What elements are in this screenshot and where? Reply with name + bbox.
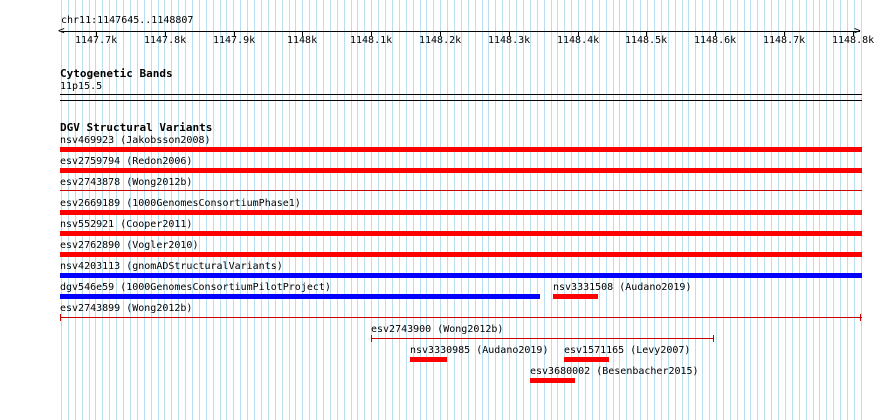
ruler-tick-mark <box>784 31 785 36</box>
ruler-tick-mark <box>646 31 647 36</box>
ruler-tick-label: 1148k <box>287 35 318 46</box>
dgv-feature-label[interactable]: esv1571165 (Levy2007) <box>564 345 691 356</box>
dgv-feature-bar[interactable] <box>553 294 598 299</box>
dgv-feature-end-tick <box>60 314 61 321</box>
dgv-feature-bar[interactable] <box>60 168 862 173</box>
dgv-feature-end-tick <box>371 335 372 342</box>
dgv-feature-label[interactable]: esv2669189 (1000GenomesConsortiumPhase1) <box>60 198 301 209</box>
ruler-tick-label: 1147.8k <box>144 35 187 46</box>
dgv-feature-label[interactable]: esv2762890 (Vogler2010) <box>60 240 199 251</box>
ruler-position-label: chr11:1147645..1148807 <box>61 15 194 26</box>
dgv-feature-label[interactable]: esv2743899 (Wong2012b) <box>60 303 193 314</box>
dgv-feature-line[interactable] <box>60 190 862 191</box>
dgv-feature-bar[interactable] <box>60 147 862 152</box>
dgv-feature-end-tick <box>860 314 861 321</box>
ruler-tick-label: 1148.5k <box>625 35 668 46</box>
dgv-feature-label[interactable]: nsv469923 (Jakobsson2008) <box>60 135 211 146</box>
ruler-tick-label: 1148.6k <box>694 35 737 46</box>
dgv-feature-bar[interactable] <box>60 231 862 236</box>
ruler-tick-mark <box>853 31 854 36</box>
dgv-feature-label[interactable]: esv2759794 (Redon2006) <box>60 156 193 167</box>
cytoband-label[interactable]: 11p15.5 <box>60 81 103 92</box>
ruler-tick-mark <box>302 31 303 36</box>
ruler-tick-label: 1147.9k <box>213 35 256 46</box>
dgv-feature-bar[interactable] <box>410 357 447 362</box>
dgv-feature-bar[interactable] <box>60 294 540 299</box>
dgv-feature-label[interactable]: esv3680002 (Besenbacher2015) <box>530 366 699 377</box>
cytoband-line-bottom <box>60 100 862 101</box>
ruler-right-arrow-icon: > <box>854 24 861 37</box>
dgv-feature-label[interactable]: nsv3330985 (Audano2019) <box>410 345 549 356</box>
ruler-tick-label: 1147.7k <box>75 35 118 46</box>
ruler-tick-mark <box>234 31 235 36</box>
dgv-feature-label[interactable]: esv2743900 (Wong2012b) <box>371 324 504 335</box>
dgv-feature-label[interactable]: nsv4203113 (gnomADStructuralVariants) <box>60 261 283 272</box>
dgv-feature-end-tick <box>713 335 714 342</box>
ruler-tick-mark <box>165 31 166 36</box>
dgv-feature-bar[interactable] <box>564 357 609 362</box>
cytoband-line-top <box>60 94 862 95</box>
ruler-tick-mark <box>371 31 372 36</box>
ruler-tick-label: 1148.7k <box>763 35 806 46</box>
ruler-left-arrow-icon: < <box>58 24 65 37</box>
ruler-axis-line <box>61 31 860 32</box>
ruler-tick-label: 1148.2k <box>419 35 462 46</box>
dgv-feature-label[interactable]: nsv552921 (Cooper2011) <box>60 219 193 230</box>
ruler-tick-mark <box>509 31 510 36</box>
dgv-feature-line[interactable] <box>371 338 714 339</box>
dgv-feature-bar[interactable] <box>60 210 862 215</box>
ruler-tick-mark <box>715 31 716 36</box>
ruler-tick-mark <box>578 31 579 36</box>
cytobands-track-title[interactable]: Cytogenetic Bands <box>60 67 173 80</box>
ruler-tick-label: 1148.8k <box>832 35 875 46</box>
ruler-tick-label: 1148.4k <box>557 35 600 46</box>
dgv-feature-label[interactable]: dgv546e59 (1000GenomesConsortiumPilotPro… <box>60 282 331 293</box>
dgv-feature-label[interactable]: nsv3331508 (Audano2019) <box>553 282 692 293</box>
dgv-feature-label[interactable]: esv2743878 (Wong2012b) <box>60 177 193 188</box>
ruler-tick-label: 1148.3k <box>488 35 531 46</box>
ruler-tick-mark <box>440 31 441 36</box>
ruler-tick-mark <box>96 31 97 36</box>
ruler-tick-label: 1148.1k <box>350 35 393 46</box>
dgv-feature-bar[interactable] <box>60 273 862 278</box>
dgv-feature-bar[interactable] <box>60 252 862 257</box>
dgv-feature-bar[interactable] <box>530 378 575 383</box>
dgv-feature-line[interactable] <box>60 317 862 318</box>
dgv-track-title[interactable]: DGV Structural Variants <box>60 121 213 134</box>
